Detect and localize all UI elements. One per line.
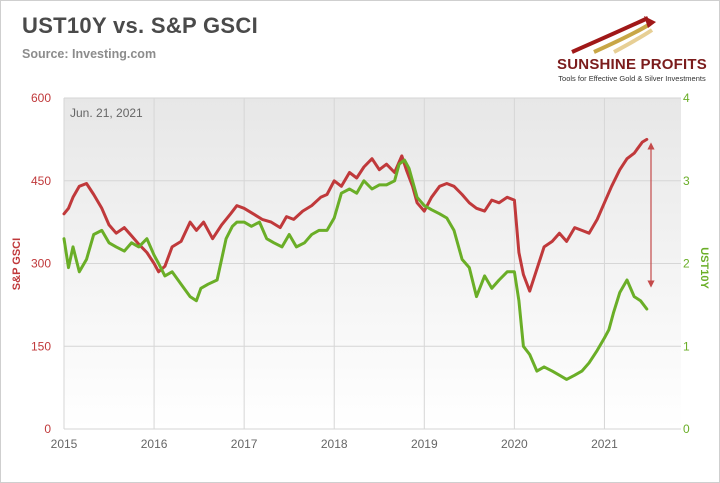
chart-source: Source: Investing.com [22, 47, 157, 61]
right-tick-label: 0 [683, 422, 690, 436]
sp-gsci-line [62, 137, 649, 293]
left-axis-label: S&P GSCI [11, 238, 23, 290]
x-tick-label: 2020 [501, 437, 528, 451]
right-tick-label: 1 [683, 339, 690, 353]
right-tick-label: 2 [683, 257, 690, 271]
series-ust10y [62, 158, 649, 381]
date-annotation: Jun. 21, 2021 [70, 106, 143, 120]
left-axis-ticks: 0 150 300 450 600 [31, 91, 51, 436]
left-tick-label: 300 [31, 257, 51, 271]
series-sp-gsci [62, 137, 649, 293]
chart-title: UST10Y vs. S&P GSCI [22, 13, 258, 38]
x-tick-label: 2017 [231, 437, 258, 451]
ust10y-line [62, 158, 649, 381]
right-axis-label: UST10Y [698, 247, 710, 289]
x-tick-label: 2021 [591, 437, 618, 451]
left-tick-label: 150 [31, 339, 51, 353]
left-tick-label: 450 [31, 174, 51, 188]
logo-swoosh-icon [571, 16, 656, 54]
sunshine-profits-logo: SUNSHINE PROFITS Tools for Effective Gol… [552, 12, 712, 84]
right-tick-label: 3 [683, 174, 690, 188]
right-axis-ticks: 0 1 2 3 4 [683, 91, 690, 436]
x-tick-label: 2015 [51, 437, 78, 451]
logo-name: SUNSHINE PROFITS [557, 56, 707, 73]
left-tick-label: 600 [31, 91, 51, 105]
left-tick-label: 0 [44, 422, 51, 436]
x-axis-ticks: 2015 2016 2017 2018 2019 2020 2021 [51, 437, 618, 451]
x-tick-label: 2016 [141, 437, 168, 451]
right-tick-label: 4 [683, 91, 690, 105]
logo-tagline: Tools for Effective Gold & Silver Invest… [558, 74, 706, 83]
x-tick-label: 2019 [411, 437, 438, 451]
x-tick-label: 2018 [321, 437, 348, 451]
